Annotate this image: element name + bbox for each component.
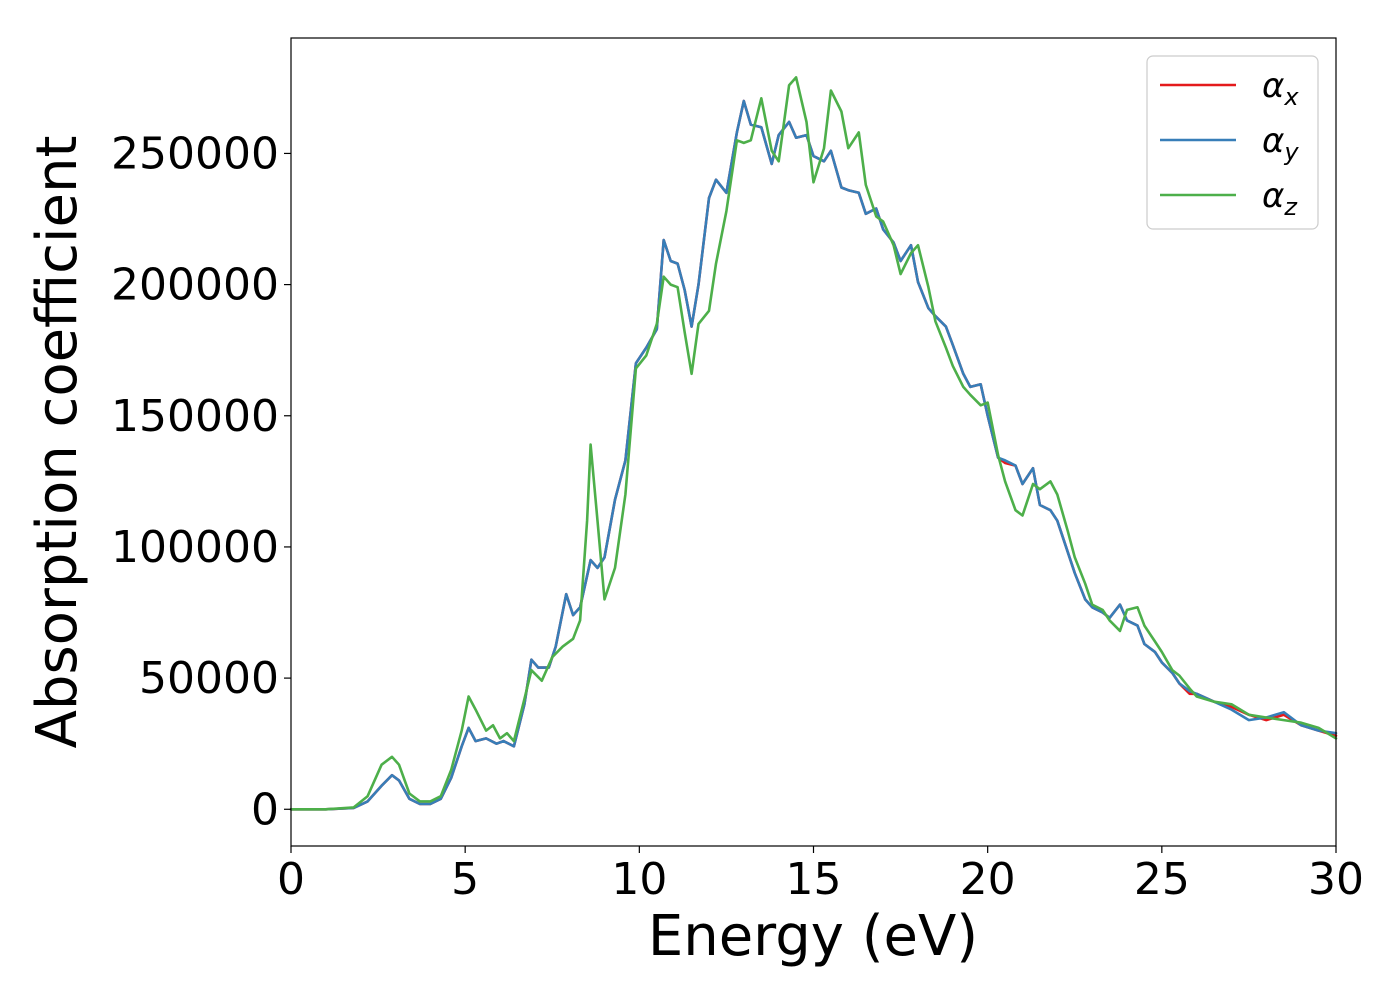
y-axis-title: Absorption coefficient (25, 136, 90, 749)
x-axis-ticks: 0 5 10 15 20 25 30 (277, 846, 1364, 905)
y-tick-label: 200000 (111, 260, 279, 311)
legend-label-x: αx (1262, 66, 1299, 111)
legend-label-z: αz (1262, 176, 1298, 221)
y-tick-label: 100000 (111, 522, 279, 573)
legend: αx αy αz (1146, 55, 1319, 230)
legend-label-y: αy (1262, 121, 1299, 166)
x-tick-label: 10 (611, 854, 667, 905)
y-tick-label: 50000 (139, 653, 279, 704)
series-layer (289, 76, 1338, 811)
x-axis-title: Energy (eV) (648, 904, 978, 969)
y-tick-label: 250000 (111, 128, 279, 179)
series-line-z (289, 76, 1338, 811)
x-tick-label: 5 (451, 854, 479, 905)
x-tick-label: 15 (786, 854, 842, 905)
y-tick-label: 0 (251, 784, 279, 835)
y-tick-label: 150000 (111, 391, 279, 442)
legend-box (1146, 55, 1319, 230)
y-axis-ticks: 0 50000 100000 150000 200000 250000 (111, 128, 291, 835)
x-tick-label: 20 (960, 854, 1016, 905)
x-tick-label: 25 (1134, 854, 1190, 905)
x-tick-label: 0 (277, 854, 305, 905)
x-tick-label: 30 (1308, 854, 1364, 905)
